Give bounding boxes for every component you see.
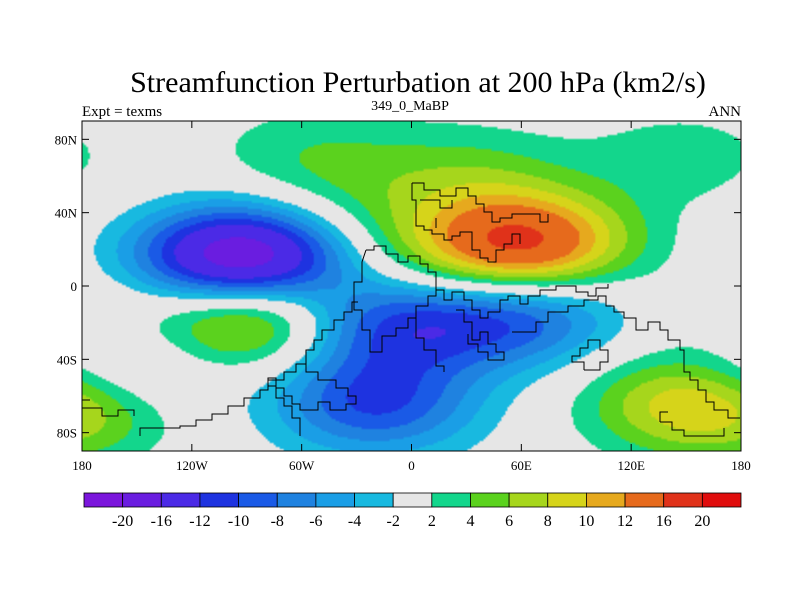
x-tick-label: 0 <box>408 458 415 473</box>
x-tick-label: 180 <box>72 458 92 473</box>
colorbar-box <box>160 492 201 508</box>
y-tick-label: 0 <box>71 279 78 294</box>
colorbar-box <box>663 492 703 508</box>
chart-title: Streamfunction Perturbation at 200 hPa (… <box>130 66 706 99</box>
axis-ticks: 180 120W 60W 0 60E 120E 180 80N 40N 0 40S 80S <box>55 121 751 473</box>
colorbar: -20 -16 -12 -10 -8 -6 -4 -2 2 4 6 8 10 12 16 20 <box>83 492 742 530</box>
colorbar-label: -20 <box>112 513 133 530</box>
y-tick-label: 80N <box>55 132 78 147</box>
colorbar-label: 20 <box>694 513 710 530</box>
experiment-label: Expt = texms <box>82 104 162 120</box>
x-tick-label: 60W <box>289 458 315 473</box>
colorbar-box <box>508 492 549 508</box>
colorbar-label: 2 <box>428 513 436 530</box>
colorbar-label: -10 <box>228 513 249 530</box>
colorbar-label: -2 <box>387 513 400 530</box>
colorbar-label: -8 <box>271 513 284 530</box>
y-tick-label: 40S <box>57 352 77 367</box>
colorbar-box <box>238 492 278 508</box>
colorbar-box <box>276 492 317 508</box>
colorbar-box <box>199 492 239 508</box>
x-tick-label: 180 <box>731 458 751 473</box>
colorbar-box <box>701 492 742 508</box>
colorbar-box <box>354 492 394 508</box>
y-tick-label: 80S <box>57 426 77 441</box>
colorbar-box <box>624 492 665 508</box>
colorbar-label: 8 <box>544 513 552 530</box>
x-tick-label: 120E <box>617 458 645 473</box>
colorbar-box <box>586 492 626 508</box>
colorbar-label: 6 <box>505 513 513 530</box>
colorbar-box <box>122 492 162 508</box>
colorbar-box <box>315 492 355 508</box>
period-label: ANN <box>709 104 742 120</box>
colorbar-label: 4 <box>466 513 474 530</box>
colorbar-box <box>392 492 433 508</box>
plot-area <box>82 121 741 451</box>
colorbar-label: 10 <box>578 513 594 530</box>
x-tick-label: 60E <box>511 458 532 473</box>
colorbar-label: 16 <box>656 513 672 530</box>
colorbar-label: -4 <box>348 513 361 530</box>
colorbar-label: -12 <box>189 513 210 530</box>
x-tick-label: 120W <box>176 458 209 473</box>
colorbar-box <box>470 492 510 508</box>
colorbar-box <box>547 492 587 508</box>
colorbar-label: 12 <box>617 513 633 530</box>
chart-subtitle: 349_0_MaBP <box>371 99 449 114</box>
colorbar-box <box>83 492 124 508</box>
colorbar-label: -6 <box>309 513 322 530</box>
colorbar-label: -16 <box>151 513 172 530</box>
streamfunction-field <box>82 121 741 451</box>
y-tick-label: 40N <box>55 206 78 221</box>
continent-outlines <box>82 182 740 437</box>
colorbar-box <box>431 492 471 508</box>
